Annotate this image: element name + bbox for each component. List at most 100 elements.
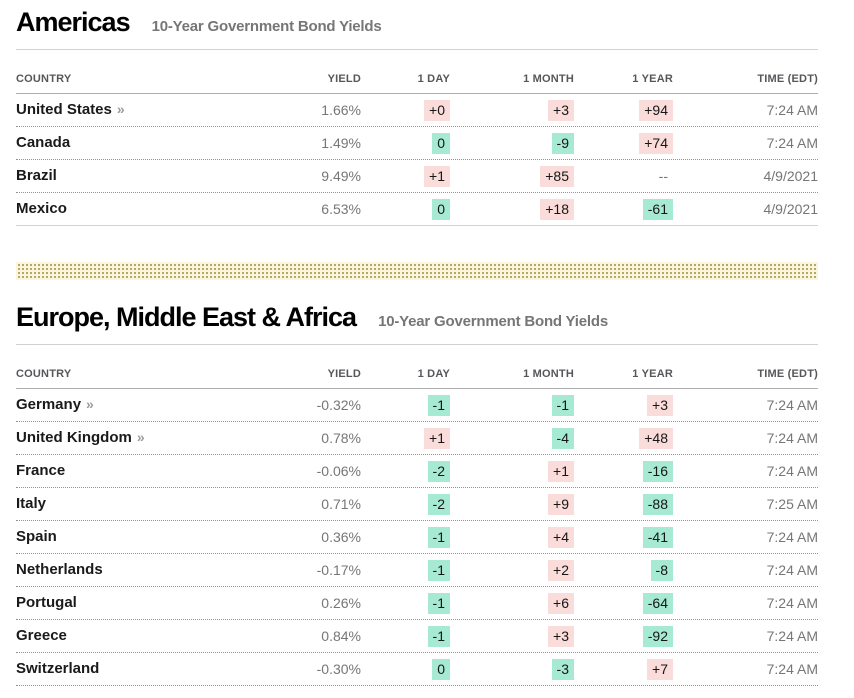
country-name: Switzerland [16, 660, 100, 677]
country-link[interactable]: Mexico [16, 200, 67, 217]
change-1day-badge: 0 [432, 132, 450, 154]
table-header-row: COUNTRY YIELD 1 DAY 1 MONTH 1 YEAR TIME … [16, 49, 818, 94]
yield-value: 0.78% [321, 430, 361, 446]
country-name: Brazil [16, 167, 57, 184]
change-1year-badge: -16 [642, 460, 673, 482]
country-name: Greece [16, 627, 67, 644]
change-1month-badge: +85 [540, 165, 574, 187]
country-name: Canada [16, 134, 71, 151]
table-body: United States» 1.66% +0 +3 +94 7:24 AM C… [16, 94, 818, 226]
yield-value: -0.17% [316, 562, 361, 578]
table-row: United Kingdom» 0.78% +1 -4 +48 7:24 AM [16, 422, 818, 455]
time-value: 7:24 AM [766, 628, 818, 644]
time-value: 7:24 AM [766, 102, 818, 118]
change-1year-badge: -92 [642, 625, 673, 647]
column-header-1day: 1 DAY [417, 368, 450, 380]
yield-value: 0.36% [321, 529, 361, 545]
change-1day-badge: 0 [432, 198, 450, 220]
time-value: 7:24 AM [766, 529, 818, 545]
country-link[interactable]: Greece [16, 627, 67, 644]
column-header-country: COUNTRY [16, 368, 72, 380]
time-value: 7:25 AM [766, 496, 818, 512]
bond-yields-page: Americas 10-Year Government Bond Yields … [16, 0, 818, 686]
yield-value: 0.26% [321, 595, 361, 611]
yield-value: 0.71% [321, 496, 361, 512]
table-row: Germany» -0.32% -1 -1 +3 7:24 AM [16, 389, 818, 422]
change-1day-badge: -1 [427, 592, 450, 614]
change-1day-badge: -2 [427, 493, 450, 515]
time-value: 7:24 AM [766, 463, 818, 479]
change-1year-badge: -- [658, 167, 668, 184]
section-title: Americas [16, 7, 131, 37]
yields-table: COUNTRY YIELD 1 DAY 1 MONTH 1 YEAR TIME … [16, 344, 818, 686]
country-link[interactable]: Spain [16, 528, 57, 545]
country-name: France [16, 462, 66, 479]
column-header-1year: 1 YEAR [632, 368, 673, 380]
time-value: 4/9/2021 [763, 201, 819, 217]
change-1year-badge: -41 [642, 526, 673, 548]
table-row: Spain 0.36% -1 +4 -41 7:24 AM [16, 521, 818, 554]
country-link[interactable]: Italy [16, 495, 46, 512]
change-1year-badge: +48 [639, 427, 673, 449]
table-row: France -0.06% -2 +1 -16 7:24 AM [16, 455, 818, 488]
column-header-1day: 1 DAY [417, 73, 450, 85]
country-link[interactable]: France [16, 462, 65, 479]
change-1day-badge: +1 [424, 427, 450, 449]
yield-value: 0.84% [321, 628, 361, 644]
section-subtitle: 10-Year Government Bond Yields [151, 18, 382, 35]
country-name: United Kingdom [16, 429, 132, 446]
change-1year-badge: -64 [642, 592, 673, 614]
country-name: Germany [16, 396, 82, 413]
time-value: 7:24 AM [766, 562, 818, 578]
section-title: Europe, Middle East & Africa [16, 302, 357, 332]
column-header-yield: YIELD [327, 73, 361, 85]
country-link[interactable]: Canada [16, 134, 70, 151]
time-value: 4/9/2021 [763, 168, 819, 184]
country-link[interactable]: Portugal [16, 594, 77, 611]
column-header-yield: YIELD [327, 368, 361, 380]
change-1year-badge: -8 [650, 559, 673, 581]
country-link[interactable]: Brazil [16, 167, 57, 184]
yield-value: 1.49% [321, 135, 361, 151]
change-1year-badge: +3 [647, 394, 673, 416]
yield-value: 9.49% [321, 168, 361, 184]
section-subtitle: 10-Year Government Bond Yields [378, 313, 608, 330]
column-header-country: COUNTRY [16, 73, 72, 85]
change-1month-badge: +1 [548, 460, 574, 482]
country-link[interactable]: Germany» [16, 396, 94, 413]
country-link[interactable]: United States» [16, 101, 125, 118]
table-row: Greece 0.84% -1 +3 -92 7:24 AM [16, 620, 818, 653]
column-header-1year: 1 YEAR [632, 73, 673, 85]
change-1day-badge: -1 [427, 394, 450, 416]
section-header: Americas 10-Year Government Bond Yields [16, 7, 818, 38]
change-1month-badge: +2 [548, 559, 574, 581]
yield-value: 1.66% [321, 102, 361, 118]
country-name: Netherlands [16, 561, 103, 578]
column-header-1month: 1 MONTH [523, 368, 574, 380]
table-row: Portugal 0.26% -1 +6 -64 7:24 AM [16, 587, 818, 620]
country-link[interactable]: Switzerland [16, 660, 99, 677]
column-header-1month: 1 MONTH [523, 73, 574, 85]
change-1day-badge: -1 [427, 526, 450, 548]
country-name: Italy [16, 495, 47, 512]
time-value: 7:24 AM [766, 430, 818, 446]
yield-value: -0.30% [316, 661, 361, 677]
time-value: 7:24 AM [766, 397, 818, 413]
change-1month-badge: -1 [551, 394, 574, 416]
time-value: 7:24 AM [766, 595, 818, 611]
change-1day-badge: -1 [427, 625, 450, 647]
country-link-arrow: » [136, 429, 145, 445]
country-link[interactable]: United Kingdom» [16, 429, 145, 446]
change-1year-badge: +94 [639, 99, 673, 121]
section-header: Europe, Middle East & Africa 10-Year Gov… [16, 302, 818, 333]
change-1month-badge: -3 [551, 658, 574, 680]
section-emea: Europe, Middle East & Africa 10-Year Gov… [16, 302, 818, 686]
change-1month-badge: +9 [548, 493, 574, 515]
change-1month-badge: +3 [548, 99, 574, 121]
table-row: Mexico 6.53% 0 +18 -61 4/9/2021 [16, 193, 818, 226]
country-name: Spain [16, 528, 57, 545]
country-name: Portugal [16, 594, 77, 611]
country-link[interactable]: Netherlands [16, 561, 103, 578]
yield-value: -0.06% [316, 463, 361, 479]
yield-value: -0.32% [316, 397, 361, 413]
